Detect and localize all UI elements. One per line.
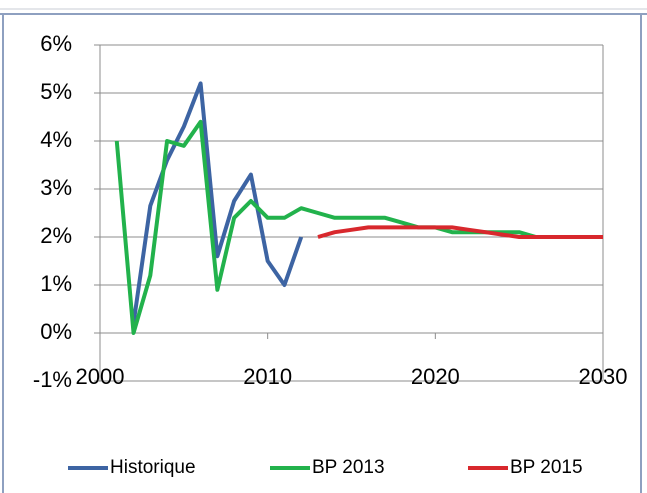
- y-tick-label: 2%: [40, 223, 72, 248]
- x-tick-label: 2030: [579, 364, 628, 389]
- x-tick-label: 2010: [243, 364, 292, 389]
- legend-label: BP 2015: [510, 457, 583, 478]
- x-tick-label: 2000: [76, 364, 125, 389]
- series-line: [317, 225, 603, 239]
- y-tick-label: 6%: [40, 31, 72, 56]
- y-tick-label: 4%: [40, 127, 72, 152]
- y-tick-label: 3%: [40, 175, 72, 200]
- y-tick-label: 0%: [40, 319, 72, 344]
- x-tick-label: 2020: [411, 364, 460, 389]
- y-tick-label: -1%: [33, 367, 72, 392]
- legend-label: Historique: [110, 457, 196, 478]
- legend-label: BP 2013: [312, 457, 385, 478]
- series-line: [114, 119, 603, 335]
- y-tick-label: 5%: [40, 79, 72, 104]
- y-tick-label: 1%: [40, 271, 72, 296]
